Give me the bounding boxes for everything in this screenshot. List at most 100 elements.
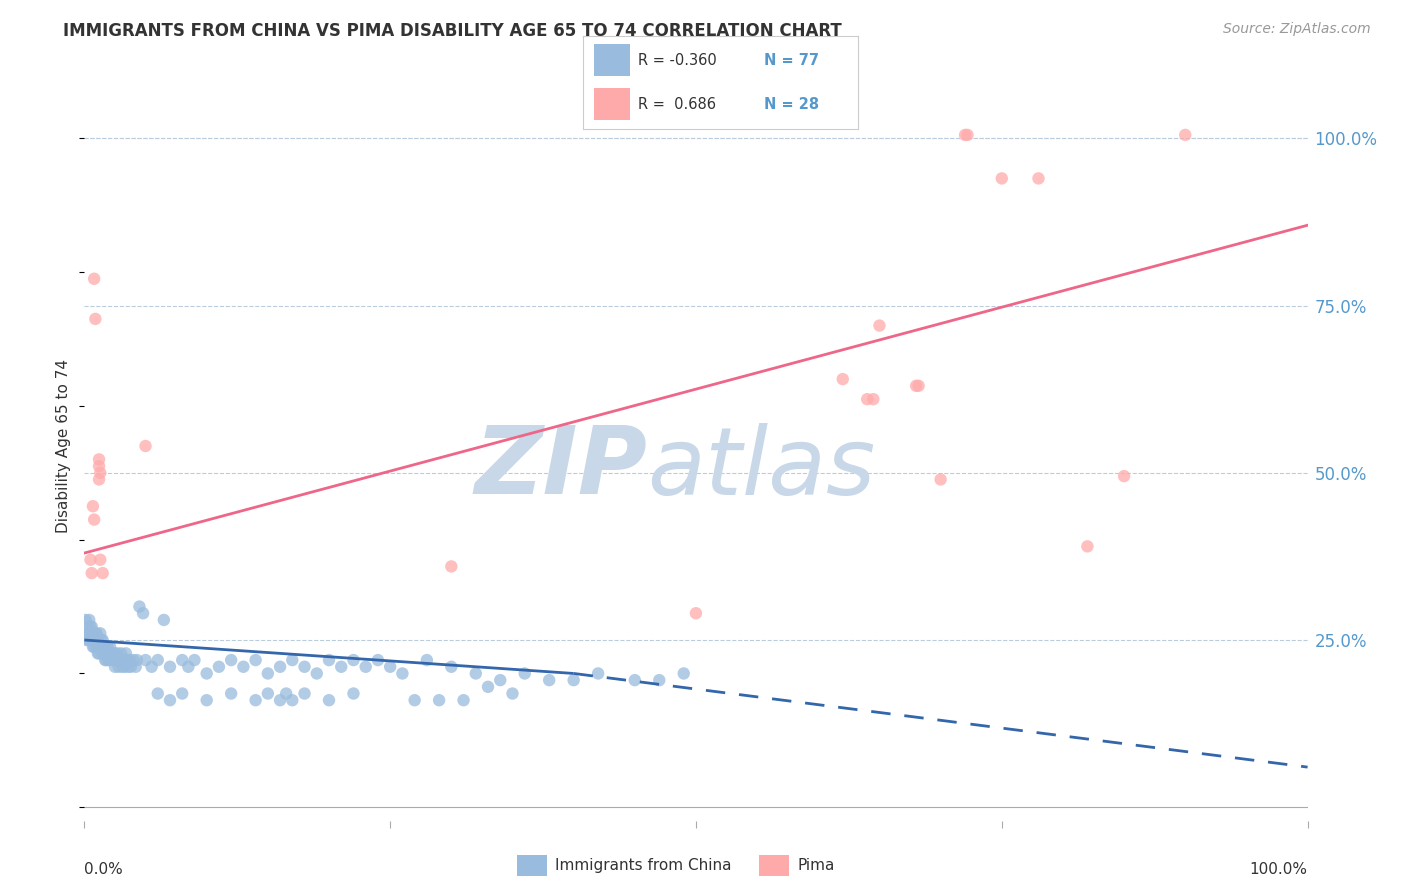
Point xyxy=(105,646,128,660)
Text: N = 77: N = 77 xyxy=(765,53,820,68)
Point xyxy=(86,633,108,648)
Point xyxy=(586,666,609,681)
Point xyxy=(110,646,132,660)
Point xyxy=(82,640,104,654)
Point xyxy=(79,553,101,567)
Point xyxy=(117,660,139,674)
Text: 100.0%: 100.0% xyxy=(1250,862,1308,877)
Point xyxy=(183,653,205,667)
Point xyxy=(94,640,117,654)
Point xyxy=(83,272,105,286)
Point xyxy=(513,666,536,681)
Point xyxy=(624,673,647,688)
Point xyxy=(219,687,242,701)
Point xyxy=(96,653,118,667)
Point xyxy=(125,660,148,674)
Point xyxy=(105,653,128,667)
Point xyxy=(87,646,110,660)
Point xyxy=(905,379,928,393)
Point xyxy=(91,646,114,660)
Point xyxy=(107,660,129,674)
Point xyxy=(342,687,364,701)
Point xyxy=(125,653,148,667)
Point xyxy=(159,693,181,707)
Point xyxy=(135,439,157,453)
Point xyxy=(232,660,254,674)
Point xyxy=(80,620,103,634)
Point xyxy=(953,128,976,142)
Point xyxy=(89,626,111,640)
Point xyxy=(110,653,132,667)
Point xyxy=(91,633,114,648)
Point xyxy=(281,653,304,667)
Point xyxy=(114,660,136,674)
Point xyxy=(87,473,110,487)
Point xyxy=(84,633,107,648)
Point xyxy=(856,392,879,407)
Point xyxy=(90,640,112,654)
Point xyxy=(869,318,891,333)
Point xyxy=(257,687,280,701)
Point xyxy=(135,653,157,667)
Point xyxy=(87,452,110,467)
Point xyxy=(87,640,110,654)
Text: R =  0.686: R = 0.686 xyxy=(638,96,716,112)
Point xyxy=(245,653,267,667)
Text: atlas: atlas xyxy=(647,423,876,514)
Point xyxy=(538,673,561,688)
Point xyxy=(318,653,340,667)
Point xyxy=(104,646,127,660)
Point xyxy=(276,687,298,701)
Point xyxy=(318,693,340,707)
Point xyxy=(380,660,402,674)
Point xyxy=(862,392,884,407)
Point xyxy=(91,566,114,581)
Point xyxy=(172,653,194,667)
Point xyxy=(82,626,104,640)
Point xyxy=(502,687,524,701)
Point xyxy=(305,666,328,681)
Point xyxy=(404,693,426,707)
Point xyxy=(929,473,952,487)
Point xyxy=(245,693,267,707)
Point xyxy=(79,620,101,634)
Point xyxy=(440,660,463,674)
Text: R = -0.360: R = -0.360 xyxy=(638,53,717,68)
Point xyxy=(100,653,122,667)
Y-axis label: Disability Age 65 to 74: Disability Age 65 to 74 xyxy=(56,359,72,533)
Point xyxy=(83,633,105,648)
Point xyxy=(83,640,105,654)
Point xyxy=(111,660,134,674)
Point xyxy=(672,666,695,681)
Point xyxy=(153,613,176,627)
Point xyxy=(89,640,111,654)
Point xyxy=(177,660,200,674)
Point xyxy=(367,653,389,667)
Point xyxy=(87,459,110,474)
Point xyxy=(416,653,439,667)
Bar xyxy=(595,88,630,120)
Text: 0.0%: 0.0% xyxy=(84,862,124,877)
Point xyxy=(685,607,707,621)
Point xyxy=(115,653,138,667)
Point xyxy=(294,687,316,701)
Point xyxy=(956,128,979,142)
Point xyxy=(354,660,377,674)
Point xyxy=(97,653,120,667)
Point xyxy=(94,653,117,667)
Point xyxy=(77,613,100,627)
Point xyxy=(87,633,110,648)
Point xyxy=(269,693,291,707)
Point xyxy=(112,653,135,667)
Point xyxy=(87,646,110,660)
Point xyxy=(77,633,100,648)
Point xyxy=(93,640,115,654)
Point xyxy=(146,653,169,667)
Point xyxy=(76,633,98,648)
Point xyxy=(84,312,107,326)
Point xyxy=(107,653,129,667)
Text: Source: ZipAtlas.com: Source: ZipAtlas.com xyxy=(1223,22,1371,37)
Point xyxy=(342,653,364,667)
Point xyxy=(122,653,145,667)
Point xyxy=(86,626,108,640)
